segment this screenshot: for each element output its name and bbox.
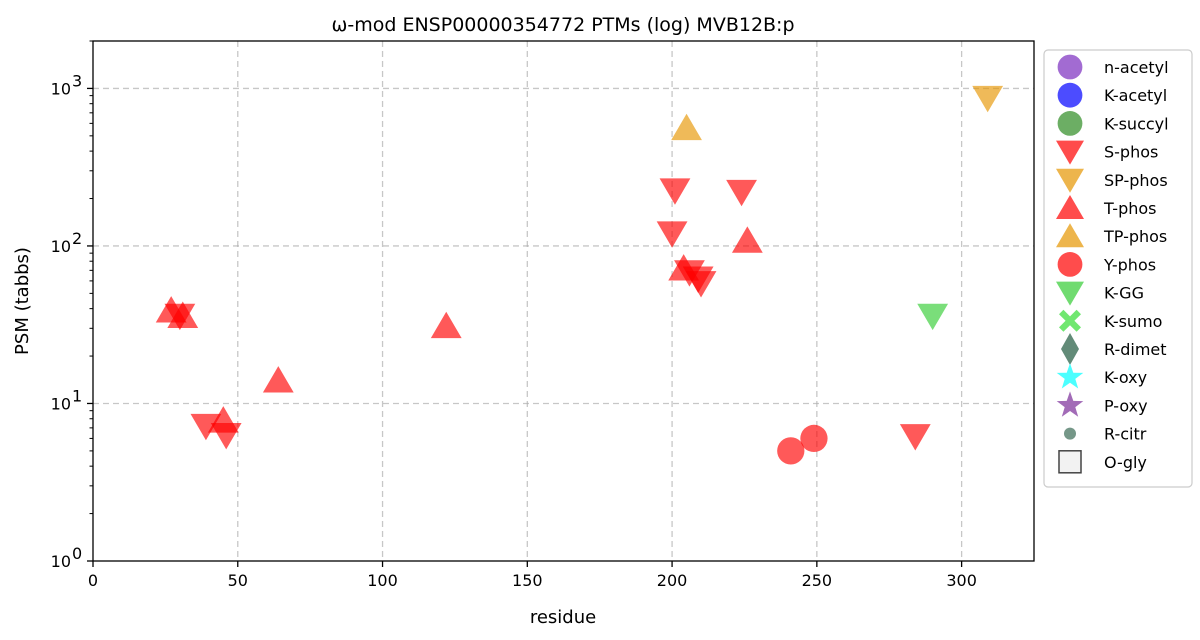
y-tick-label: 10 — [51, 552, 71, 571]
legend-marker-K-acetyl — [1057, 82, 1083, 108]
data-point-T-phos — [731, 226, 763, 253]
legend-label: K-sumo — [1104, 312, 1162, 331]
data-point-T-phos — [262, 366, 294, 393]
legend-label: K-succyl — [1104, 114, 1169, 133]
legend-label: T-phos — [1103, 199, 1157, 218]
y-tick-label: 10 — [51, 79, 71, 98]
data-point-S-phos — [659, 178, 691, 205]
legend-label: R-citr — [1104, 425, 1147, 444]
legend-label: TP-phos — [1103, 227, 1167, 246]
x-axis-label: residue — [530, 607, 596, 628]
x-tick-label: 0 — [88, 571, 98, 590]
x-tick-label: 200 — [657, 571, 688, 590]
legend-marker-K-succyl — [1057, 111, 1083, 136]
legend-label: K-oxy — [1104, 368, 1147, 387]
x-tick-label: 250 — [802, 571, 833, 590]
legend-marker-S-phos — [1056, 140, 1084, 165]
legend-marker-K-sumo — [1059, 309, 1081, 332]
y-axis-label: PSM (tabbs) — [12, 247, 33, 355]
legend-marker-TP-phos — [1056, 223, 1084, 248]
data-point-Y-phos — [800, 424, 828, 453]
data-point-TP-phos — [671, 113, 702, 141]
plot-frame — [92, 40, 1035, 562]
legend-marker-R-dimet — [1061, 333, 1079, 365]
legend-label: K-acetyl — [1104, 86, 1167, 105]
x-tick-label: 150 — [512, 571, 543, 590]
y-tick-exponent: 2 — [72, 229, 82, 248]
chart-title: ω-mod ENSP00000354772 PTMs (log) MVB12B:… — [331, 14, 794, 36]
data-points — [155, 85, 1004, 465]
data-point-S-phos — [656, 221, 688, 248]
data-point-Y-phos — [777, 437, 805, 465]
legend-label: S-phos — [1104, 143, 1158, 162]
legend-marker-T-phos — [1056, 195, 1084, 219]
legend-marker-O-gly — [1058, 450, 1082, 474]
y-tick-exponent: 1 — [72, 386, 82, 405]
data-point-S-phos — [190, 413, 222, 441]
legend-marker-R-citr — [1064, 427, 1076, 440]
y-tick-label: 10 — [51, 394, 71, 413]
legend-label: R-dimet — [1104, 340, 1167, 359]
legend-label: SP-phos — [1104, 171, 1168, 190]
data-point-S-phos — [726, 179, 757, 207]
data-point-T-phos — [167, 301, 199, 328]
legend-marker-K-GG — [1056, 281, 1084, 306]
legend: n-acetyl K-acetyl K-succyl S-phos SP-phos T-p… — [1043, 49, 1193, 488]
legend-marker-SP-phos — [1056, 168, 1084, 193]
y-tick-exponent: 0 — [72, 544, 82, 563]
x-tick-label: 100 — [367, 571, 398, 590]
legend-label: Y-phos — [1103, 255, 1156, 274]
legend-label: K-GG — [1104, 284, 1144, 303]
legend-box — [1043, 49, 1193, 488]
legend-label: O-gly — [1104, 453, 1147, 472]
data-point-S-phos — [899, 424, 931, 451]
legend-marker-Y-phos — [1057, 252, 1083, 277]
y-tick-exponent: 3 — [72, 71, 82, 90]
legend-marker-K-oxy — [1056, 363, 1084, 389]
data-point-T-phos — [207, 406, 239, 433]
grid — [93, 41, 1034, 561]
legend-label: P-oxy — [1104, 396, 1148, 415]
data-point-T-phos — [430, 311, 462, 339]
data-point-SP-phos — [972, 85, 1004, 113]
x-tick-label: 300 — [946, 571, 977, 590]
y-tick-label: 10 — [51, 237, 71, 256]
legend-marker-n-acetyl — [1057, 54, 1083, 80]
data-point-K-GG — [917, 303, 949, 331]
data-point-T-phos — [668, 254, 700, 281]
legend-label: n-acetyl — [1104, 58, 1169, 77]
legend-marker-P-oxy — [1056, 391, 1084, 417]
x-tick-label: 50 — [228, 571, 248, 590]
